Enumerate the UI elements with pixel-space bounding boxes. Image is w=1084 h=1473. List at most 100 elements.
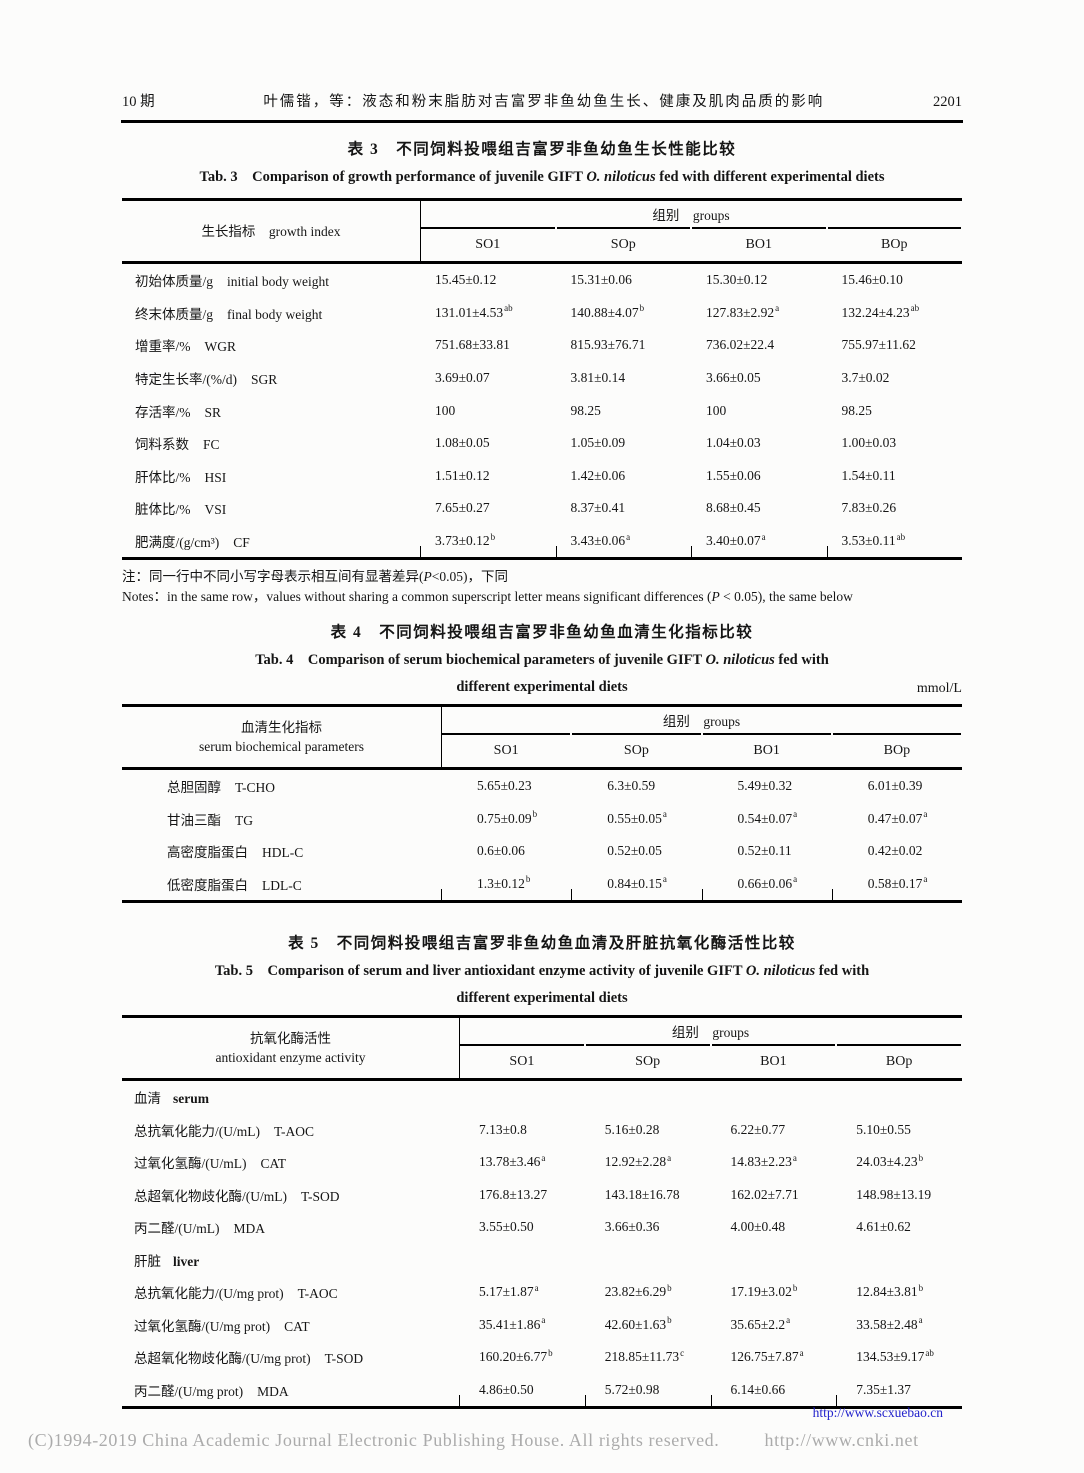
table-cell: 15.30±0.12 (706, 272, 768, 288)
table-cell: 127.83±2.92a (706, 303, 780, 320)
table-row: 总抗氧化能力/(U/mg prot) T-AOC 5.17±1.87a 23.82±6… (122, 1276, 962, 1309)
table-cell: 736.02±22.4 (706, 337, 775, 353)
table-row: 总胆固醇 T-CHO 5.65±0.23 6.3±0.59 5.49±0.32 6.01±… (122, 770, 962, 803)
table-row: 肝体比/% HSI 1.51±0.12 1.42±0.06 1.55±0.06 1.54±… (122, 460, 962, 493)
column-header: SO1 (475, 237, 501, 252)
row-label: 总超氧化物歧化酶/(U/mg prot) T-SOD (134, 1351, 364, 1367)
column-tick (420, 546, 421, 559)
table-cell: 140.88±4.07b (570, 303, 645, 320)
table-title-en: different experimental diets (456, 990, 628, 1006)
header-bottom-rule (122, 1078, 962, 1081)
table-cell: 4.86±0.50 (479, 1381, 534, 1397)
groups-header: 组别 groups (671, 1025, 750, 1040)
page-number: 2201 (933, 94, 962, 110)
table-row: 过氧化氢酶/(U/mg prot) CAT 35.41±1.86a 42.60±1.6… (122, 1309, 962, 1342)
row-label: 终末体质量/g final body weight (135, 306, 323, 322)
table-cell: 5.72±0.98 (604, 1381, 660, 1397)
table-cell: 3.40±0.07a (706, 531, 766, 549)
copyright-line: (C)1994-2019 China Academic Journal Elec… (28, 1430, 919, 1451)
page-header: 10 期 叶儒锴，等：液态和粉末脂肪对吉富罗非鱼幼鱼生长、健康及肌肉品质的影响 … (122, 90, 962, 111)
table-cell: 98.25 (570, 402, 601, 418)
table-top-rule (122, 198, 962, 201)
header-bottom-rule (122, 767, 962, 770)
table-cell: 1.05±0.09 (570, 435, 626, 451)
table-cell: 15.46±0.10 (841, 272, 903, 288)
table-cell: 12.92±2.28a (604, 1152, 672, 1170)
row-label: 肝脏 liver (134, 1253, 200, 1269)
row-label: 总超氧化物歧化酶/(U/mL) T-SOD (134, 1188, 340, 1204)
column-header: BO1 (745, 237, 772, 252)
table-cell: 6.01±0.39 (867, 778, 923, 794)
table-cell: 1.54±0.11 (841, 467, 896, 483)
table-cell: 751.68±33.81 (435, 337, 510, 353)
table-cell: 4.00±0.48 (730, 1219, 786, 1235)
table-row: 存活率/% SR 100 98.25 100 98.25 (122, 394, 962, 427)
table-cell: 0.6±0.06 (477, 843, 525, 859)
journal-website-link[interactable]: http://www.scxuebao.cn (812, 1405, 943, 1420)
column-header: BOp (881, 237, 908, 252)
table-header: 生长指标 growth index 组别 groups SO1 SOp BO1 BOp (122, 201, 962, 261)
table-cell: 6.14±0.66 (730, 1381, 786, 1397)
copyright-text: (C)1994-2019 China Academic Journal Elec… (28, 1430, 720, 1450)
table-row: 丙二醛/(U/mg prot) MDA 4.86±0.50 5.72±0.98 6.14… (122, 1374, 962, 1407)
table-cell: 1.51±0.12 (435, 467, 490, 483)
row-label: 总胆固醇 T-CHO (167, 780, 276, 796)
table-top-rule (122, 1015, 962, 1018)
cnki-url: http://www.cnki.net (764, 1430, 919, 1450)
table-5-antioxidant-enzyme: 表 5 不同饲料投喂组吉富罗非鱼幼鱼血清及肝脏抗氧化酶活性比较 Tab. 5 Co… (122, 933, 962, 1409)
table-row: 初始体质量/g initial body weight 15.45±0.12 15.3… (122, 264, 962, 297)
row-label: 总抗氧化能力/(U/mL) T-AOC (134, 1123, 315, 1139)
column-tick (836, 1395, 838, 1407)
column-header: SO1 (493, 743, 519, 758)
column-tick (710, 1395, 712, 1407)
table-cell: 35.65±2.2a (730, 1315, 791, 1332)
column-header: BOp (885, 1054, 913, 1069)
table-title-zh: 表 3 不同饲料投喂组吉富罗非鱼幼鱼生长性能比较 (347, 141, 737, 158)
groups-underline (441, 733, 962, 735)
table-cell: 0.52±0.05 (607, 843, 662, 859)
table-cell: 134.53±9.17ab (856, 1347, 934, 1365)
table-header: 血清生化指标 serum biochemical parameters 组别 gro… (122, 707, 962, 767)
column-tick (584, 1395, 586, 1407)
row-label: 脏体比/% VSI (135, 502, 227, 518)
table-cell: 5.49±0.32 (737, 778, 793, 794)
table-cell: 143.18±16.78 (604, 1186, 680, 1202)
table-cell: 6.22±0.77 (730, 1121, 786, 1137)
table-row: 过氧化氢酶/(U/mL) CAT 13.78±3.46a 12.92±2.28a 14.… (122, 1146, 962, 1179)
column-tick (701, 889, 703, 901)
table-cell: 755.97±11.62 (841, 337, 916, 353)
groups-underline (459, 1044, 962, 1046)
header-divider (441, 707, 442, 767)
table-cell: 15.31±0.06 (570, 272, 632, 288)
table-row: 终末体质量/g final body weight 131.01±4.53ab 140… (122, 297, 962, 330)
table-cell: 131.01±4.53ab (435, 303, 513, 320)
table-cell: 0.54±0.07a (737, 809, 798, 826)
table-cell: 3.73±0.12b (435, 531, 496, 549)
table-cell: 23.82±6.29b (604, 1282, 672, 1300)
column-tick (459, 1395, 460, 1407)
row-label: 初始体质量/g initial body weight (135, 274, 330, 290)
table-cell: 3.55±0.50 (479, 1219, 534, 1235)
table-cell: 3.66±0.05 (706, 370, 761, 386)
table-row: 丙二醛/(U/mL) MDA 3.55±0.50 3.66±0.36 4.00±0.48… (122, 1211, 962, 1244)
table-row: 脏体比/% VSI 7.65±0.27 8.37±0.41 8.68±0.45 7.83±… (122, 492, 962, 525)
column-header: SOp (610, 237, 636, 252)
column-tick (441, 889, 442, 901)
table-cell: 3.81±0.14 (570, 370, 626, 386)
column-header: SOp (623, 743, 649, 758)
table-cell: 0.52±0.11 (737, 843, 792, 859)
table-cell: 3.69±0.07 (435, 370, 490, 386)
table-cell: 218.85±11.73c (604, 1347, 685, 1365)
table-cell: 0.55±0.05a (607, 809, 667, 826)
table-cell: 33.58±2.48a (856, 1315, 923, 1332)
table-cell: 5.17±1.87a (479, 1282, 539, 1300)
table-cell: 100 (706, 402, 727, 418)
table-notes: 注：同一行中不同小写字母表示相互间有显著差异(P<0.05)，下同 Notes：i… (122, 569, 853, 605)
table-cell: 0.47±0.07a (867, 809, 928, 826)
table-cell: 100 (435, 402, 456, 418)
table-cell: 3.43±0.06a (570, 531, 631, 549)
table-cell: 1.00±0.03 (841, 435, 897, 451)
row-label: 血清 serum (134, 1091, 209, 1107)
stub-header: 生长指标 growth index (201, 223, 341, 239)
table-header: 抗氧化酶活性 antioxidant enzyme activity 组别 grou… (122, 1018, 962, 1078)
